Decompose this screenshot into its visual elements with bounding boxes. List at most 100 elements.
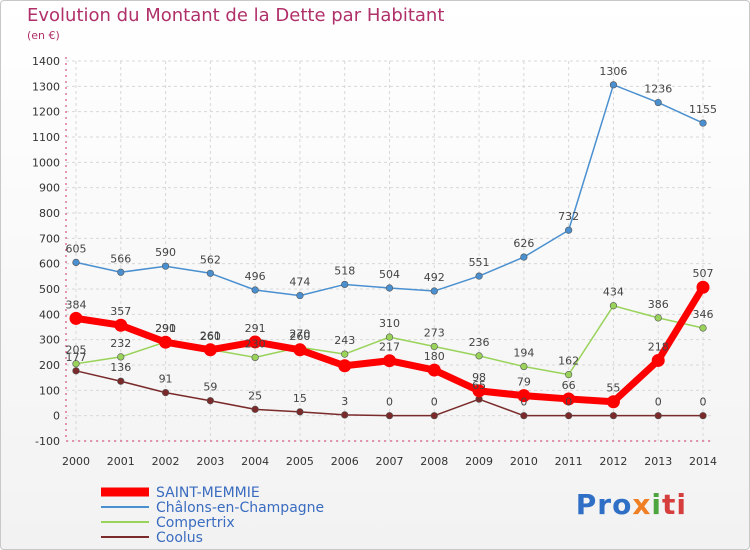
data-label: 236 xyxy=(469,336,490,349)
data-point xyxy=(654,314,662,322)
x-tick-label: 2002 xyxy=(152,455,180,468)
data-label: 260 xyxy=(200,330,221,343)
data-point xyxy=(562,392,576,406)
data-label: 496 xyxy=(245,270,266,283)
data-label: 91 xyxy=(159,373,173,386)
data-label: 66 xyxy=(562,379,576,392)
data-label: 551 xyxy=(469,256,490,269)
x-tick-label: 2005 xyxy=(286,455,314,468)
data-label: 562 xyxy=(200,253,221,266)
data-point xyxy=(161,389,170,397)
data-label: 290 xyxy=(155,322,176,335)
data-point xyxy=(117,353,125,361)
x-tick-label: 2010 xyxy=(510,455,538,468)
data-point xyxy=(383,354,396,368)
data-label: 507 xyxy=(693,267,714,280)
data-label: 205 xyxy=(66,344,87,357)
y-tick-label: 700 xyxy=(39,232,60,245)
y-tick-label: 1000 xyxy=(32,156,60,169)
data-label: 25 xyxy=(248,389,262,402)
data-point xyxy=(609,81,618,89)
y-tick-label: 1300 xyxy=(32,80,60,93)
data-point xyxy=(248,335,262,349)
data-point xyxy=(520,253,528,261)
data-label: 346 xyxy=(693,308,714,321)
data-point xyxy=(696,280,710,294)
data-point xyxy=(385,412,394,420)
data-label: 194 xyxy=(513,347,534,360)
data-label: 474 xyxy=(289,276,310,289)
y-tick-label: 200 xyxy=(39,359,60,372)
data-label: 291 xyxy=(245,322,266,335)
data-label: 15 xyxy=(293,392,307,405)
data-point xyxy=(427,363,441,377)
x-tick-label: 2003 xyxy=(196,455,224,468)
data-label: 310 xyxy=(379,317,400,330)
data-label: 65 xyxy=(472,379,486,392)
data-label: 357 xyxy=(110,305,131,318)
data-point xyxy=(430,342,438,351)
chart-title: Evolution du Montant de la Dette par Hab… xyxy=(27,5,445,26)
data-label: 55 xyxy=(606,382,620,395)
data-point xyxy=(72,367,80,375)
data-point xyxy=(114,318,128,332)
data-label: 273 xyxy=(424,327,445,340)
data-label: 0 xyxy=(700,396,707,409)
data-point xyxy=(293,343,307,357)
x-tick-label: 2009 xyxy=(465,455,493,468)
data-label: 261 xyxy=(200,330,221,343)
data-point xyxy=(72,360,80,368)
data-label: 605 xyxy=(66,242,87,255)
data-point xyxy=(69,311,83,325)
data-label: 162 xyxy=(558,355,579,368)
y-tick-label: 0 xyxy=(53,410,60,423)
data-label: 217 xyxy=(379,341,400,354)
data-label: 1236 xyxy=(644,83,672,96)
data-label: 136 xyxy=(110,361,131,374)
data-label: 3 xyxy=(341,395,348,408)
data-point xyxy=(654,98,662,107)
data-label: 434 xyxy=(603,286,624,299)
x-tick-label: 2013 xyxy=(644,455,672,468)
data-point xyxy=(520,412,528,420)
proxiti-logo: Proxiti xyxy=(575,488,687,521)
y-tick-label: 1200 xyxy=(32,106,60,119)
data-point xyxy=(565,371,573,379)
x-tick-label: 2014 xyxy=(689,455,717,468)
x-tick-label: 2000 xyxy=(62,455,90,468)
data-label: 79 xyxy=(517,376,531,389)
x-tick-label: 2006 xyxy=(331,455,359,468)
data-label: 0 xyxy=(655,396,662,409)
legend-label: SAINT-MEMMIE xyxy=(156,485,260,501)
y-tick-label: 100 xyxy=(39,384,60,397)
y-tick-label: 500 xyxy=(39,283,60,296)
data-label: 0 xyxy=(565,396,572,409)
y-tick-label: 300 xyxy=(39,334,60,347)
data-point xyxy=(699,412,707,420)
y-tick-label: 1400 xyxy=(32,55,60,68)
legend-label: Châlons-en-Champagne xyxy=(156,500,324,516)
data-point xyxy=(296,408,304,416)
data-point xyxy=(609,412,618,420)
data-point xyxy=(565,412,573,420)
data-label: 180 xyxy=(424,350,445,363)
data-label: 230 xyxy=(245,337,266,350)
data-point xyxy=(517,389,531,403)
data-point xyxy=(338,359,352,373)
data-point xyxy=(206,397,214,405)
data-point xyxy=(654,412,662,420)
data-label: 518 xyxy=(334,264,355,277)
data-point xyxy=(520,362,528,371)
data-point xyxy=(430,412,438,420)
data-point xyxy=(699,324,707,332)
data-label: 218 xyxy=(648,340,669,353)
data-point xyxy=(385,333,394,341)
data-point xyxy=(341,280,349,289)
data-label: 384 xyxy=(66,298,87,311)
data-point xyxy=(606,395,620,409)
data-point xyxy=(296,291,304,300)
data-label: 626 xyxy=(513,237,534,250)
data-label: 0 xyxy=(386,396,393,409)
